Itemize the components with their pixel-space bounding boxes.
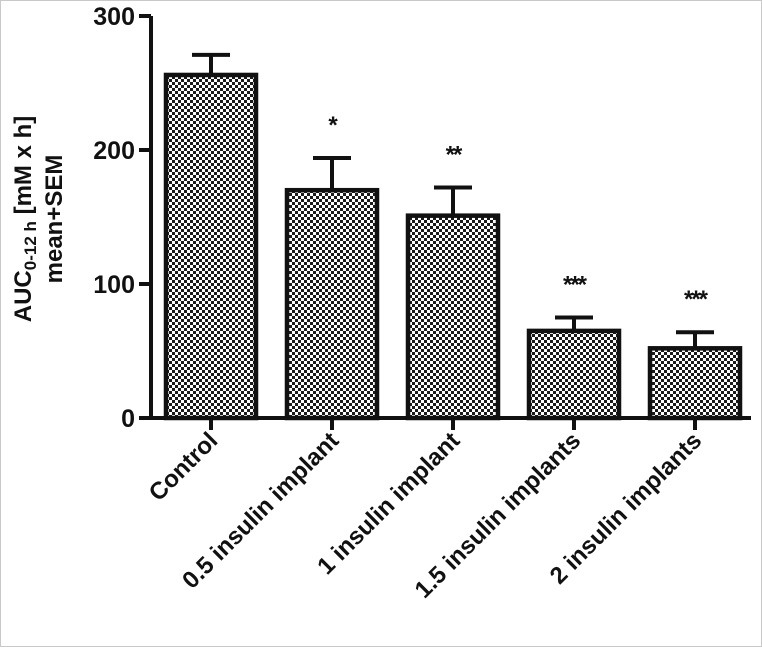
y-axis-title-line1: AUC0-12 h [mM x h] (10, 116, 40, 322)
y-tick-label: 0 (121, 405, 135, 433)
y-axis-title-units: [mM x h] (10, 116, 37, 221)
y-tick-label: 300 (93, 3, 135, 31)
bar (526, 328, 622, 421)
y-axis-title: AUC0-12 h [mM x h] mean+SEM (10, 116, 68, 322)
bar (405, 213, 501, 421)
significance-label: *** (684, 286, 709, 313)
bar (163, 72, 259, 421)
bar (284, 187, 380, 421)
y-axis-title-subscript: 0-12 h (21, 221, 40, 270)
y-tick-label: 200 (93, 137, 135, 165)
x-tick-label: Control (144, 427, 223, 506)
y-tick-label: 100 (93, 271, 135, 299)
significance-label: ** (446, 142, 463, 169)
significance-label: * (328, 112, 338, 139)
significance-label: *** (563, 272, 588, 299)
y-axis-title-line2: mean+SEM (41, 155, 68, 284)
y-axis-title-main: AUC (10, 270, 37, 322)
bar (647, 346, 743, 421)
